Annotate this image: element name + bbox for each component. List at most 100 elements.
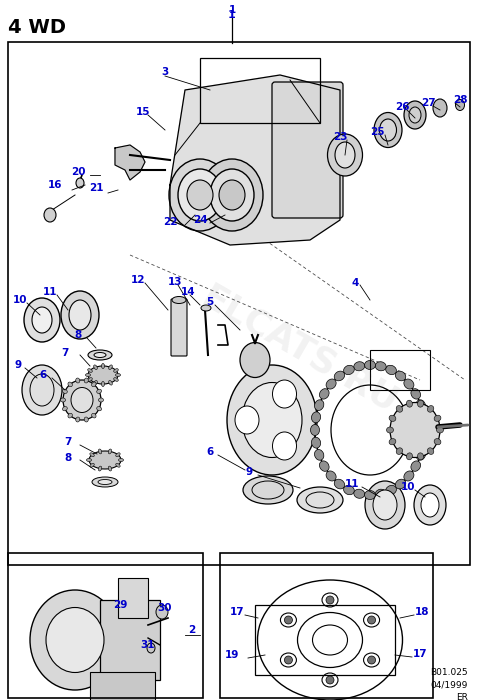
Ellipse shape bbox=[86, 374, 90, 377]
Ellipse shape bbox=[419, 438, 428, 448]
Text: B01.025
04/1999
ER
C 18894 02: B01.025 04/1999 ER C 18894 02 bbox=[416, 668, 468, 700]
Ellipse shape bbox=[201, 159, 263, 231]
Ellipse shape bbox=[156, 605, 168, 619]
Ellipse shape bbox=[147, 643, 155, 653]
Ellipse shape bbox=[172, 297, 186, 304]
Ellipse shape bbox=[94, 365, 98, 370]
Text: 7: 7 bbox=[65, 437, 72, 447]
Bar bbox=[8, 553, 203, 698]
Circle shape bbox=[284, 616, 293, 624]
Ellipse shape bbox=[311, 424, 319, 435]
Text: 24: 24 bbox=[193, 215, 207, 225]
Ellipse shape bbox=[201, 305, 211, 311]
Ellipse shape bbox=[396, 448, 402, 454]
Text: 1: 1 bbox=[228, 10, 236, 20]
Circle shape bbox=[326, 596, 334, 604]
Ellipse shape bbox=[88, 378, 92, 382]
Ellipse shape bbox=[68, 382, 72, 386]
Text: 8: 8 bbox=[75, 330, 82, 340]
Text: 21: 21 bbox=[89, 183, 103, 193]
Ellipse shape bbox=[272, 432, 296, 460]
Text: 1: 1 bbox=[228, 5, 236, 15]
Ellipse shape bbox=[416, 400, 425, 410]
Ellipse shape bbox=[219, 180, 245, 210]
Text: 28: 28 bbox=[453, 95, 467, 105]
Ellipse shape bbox=[344, 485, 354, 495]
Ellipse shape bbox=[312, 438, 321, 448]
Ellipse shape bbox=[326, 379, 336, 389]
Ellipse shape bbox=[375, 489, 386, 498]
Text: 27: 27 bbox=[421, 98, 435, 108]
Ellipse shape bbox=[319, 389, 329, 399]
Ellipse shape bbox=[389, 415, 396, 421]
Ellipse shape bbox=[32, 307, 52, 333]
Text: 3: 3 bbox=[162, 67, 169, 77]
Text: ELCATS.RU: ELCATS.RU bbox=[196, 280, 404, 420]
Text: 17: 17 bbox=[230, 607, 244, 617]
Ellipse shape bbox=[30, 590, 120, 690]
Ellipse shape bbox=[404, 101, 426, 129]
Ellipse shape bbox=[375, 362, 386, 371]
FancyBboxPatch shape bbox=[171, 299, 187, 356]
Ellipse shape bbox=[98, 398, 104, 402]
Ellipse shape bbox=[297, 487, 343, 513]
Ellipse shape bbox=[409, 107, 421, 123]
Text: 5: 5 bbox=[206, 297, 214, 307]
Text: 10: 10 bbox=[13, 295, 27, 305]
Text: 10: 10 bbox=[401, 482, 415, 492]
Ellipse shape bbox=[63, 389, 67, 393]
Ellipse shape bbox=[319, 461, 329, 471]
Text: 19: 19 bbox=[225, 650, 239, 660]
Text: 4 WD: 4 WD bbox=[8, 18, 66, 37]
Circle shape bbox=[284, 656, 293, 664]
Ellipse shape bbox=[421, 493, 439, 517]
Ellipse shape bbox=[92, 382, 96, 386]
Ellipse shape bbox=[114, 369, 118, 372]
Ellipse shape bbox=[109, 466, 111, 471]
Text: 31: 31 bbox=[141, 640, 155, 650]
Ellipse shape bbox=[94, 381, 98, 385]
Ellipse shape bbox=[418, 453, 424, 460]
Text: 8: 8 bbox=[65, 453, 72, 463]
Ellipse shape bbox=[386, 485, 396, 495]
Ellipse shape bbox=[98, 466, 102, 471]
Text: 11: 11 bbox=[345, 479, 359, 489]
Ellipse shape bbox=[76, 178, 84, 188]
Ellipse shape bbox=[240, 342, 270, 377]
Ellipse shape bbox=[418, 400, 424, 407]
Ellipse shape bbox=[98, 449, 102, 454]
Ellipse shape bbox=[395, 371, 406, 381]
Ellipse shape bbox=[427, 405, 434, 412]
Ellipse shape bbox=[334, 480, 345, 489]
Ellipse shape bbox=[365, 491, 376, 500]
Text: 11: 11 bbox=[43, 287, 57, 297]
Ellipse shape bbox=[404, 471, 414, 481]
Text: 6: 6 bbox=[39, 370, 47, 380]
Ellipse shape bbox=[22, 365, 62, 415]
Ellipse shape bbox=[92, 413, 96, 418]
Text: 26: 26 bbox=[395, 102, 409, 112]
Ellipse shape bbox=[169, 159, 231, 231]
Ellipse shape bbox=[421, 424, 430, 435]
Bar bbox=[220, 553, 433, 698]
Ellipse shape bbox=[63, 380, 101, 420]
Text: 2: 2 bbox=[188, 625, 196, 635]
Ellipse shape bbox=[116, 374, 120, 377]
Ellipse shape bbox=[89, 451, 121, 469]
Text: 15: 15 bbox=[136, 107, 150, 117]
Ellipse shape bbox=[315, 449, 324, 460]
Ellipse shape bbox=[61, 291, 99, 339]
Ellipse shape bbox=[386, 365, 396, 375]
Ellipse shape bbox=[434, 415, 441, 421]
Bar bbox=[118, 578, 148, 618]
Ellipse shape bbox=[242, 382, 302, 458]
Ellipse shape bbox=[90, 463, 94, 467]
Ellipse shape bbox=[335, 142, 355, 168]
Text: 16: 16 bbox=[48, 180, 62, 190]
Ellipse shape bbox=[24, 298, 60, 342]
Ellipse shape bbox=[88, 369, 92, 372]
Text: 25: 25 bbox=[370, 127, 384, 137]
Ellipse shape bbox=[380, 119, 396, 141]
Ellipse shape bbox=[98, 480, 112, 484]
Ellipse shape bbox=[101, 382, 105, 386]
